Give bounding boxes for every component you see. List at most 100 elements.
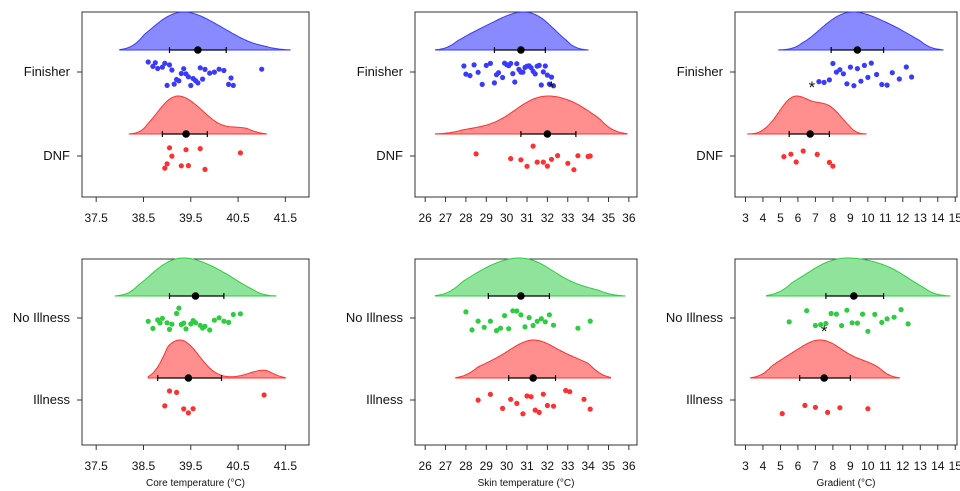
mean-point <box>543 130 552 138</box>
density-cloud <box>147 339 286 379</box>
density-cloud <box>128 95 267 135</box>
data-point <box>481 324 487 330</box>
x-tick-label: 32 <box>541 211 555 225</box>
x-tick-label: 13 <box>914 211 928 225</box>
data-point <box>812 404 819 410</box>
density-cloud <box>434 95 628 135</box>
data-point <box>581 396 587 402</box>
data-point <box>575 325 581 331</box>
data-point <box>538 82 544 88</box>
data-point <box>169 67 175 73</box>
mean-point <box>517 292 525 300</box>
data-point <box>207 327 213 333</box>
data-point <box>891 314 897 320</box>
panel-frame <box>734 11 958 198</box>
data-point <box>510 308 516 314</box>
data-point <box>178 163 184 169</box>
data-point <box>909 74 915 80</box>
mean-point <box>850 292 858 300</box>
data-point <box>837 405 843 411</box>
data-point <box>211 317 217 323</box>
data-point <box>544 163 551 169</box>
data-point <box>567 389 573 395</box>
data-point <box>150 63 156 69</box>
mean-point <box>517 46 525 54</box>
data-point <box>164 161 170 167</box>
panel-frame <box>81 11 310 198</box>
data-point <box>804 308 810 314</box>
x-tick-label: 39.5 <box>179 211 203 225</box>
mean-point <box>820 374 828 382</box>
data-point <box>844 307 850 313</box>
data-point <box>463 71 469 77</box>
data-point <box>818 322 824 328</box>
data-point <box>487 391 493 397</box>
data-point <box>237 311 243 317</box>
data-point <box>514 308 520 314</box>
data-point <box>540 69 546 75</box>
data-point <box>202 66 208 72</box>
data-point <box>534 159 540 165</box>
x-tick-label: 37.5 <box>85 211 109 225</box>
data-point <box>800 148 806 154</box>
data-point <box>825 409 831 415</box>
group-label: Finisher <box>357 64 404 79</box>
data-point <box>518 312 524 318</box>
data-point <box>500 74 506 81</box>
data-point <box>546 81 553 87</box>
density-cloud <box>766 257 951 297</box>
data-point <box>164 320 170 326</box>
data-point <box>192 320 199 326</box>
significance-star: * <box>809 78 816 97</box>
data-point <box>467 73 473 79</box>
x-tick-label: 15 <box>949 211 960 225</box>
x-tick-label: 36 <box>622 211 636 225</box>
data-point <box>844 81 850 87</box>
data-point <box>508 60 514 67</box>
panel-3: 3 4 5 6 7 8 9 10 11 12 13 14 15 Finisher DNF * <box>677 11 960 225</box>
data-point <box>530 322 536 329</box>
data-point <box>510 71 516 77</box>
x-tick-label: 26 <box>419 459 433 473</box>
data-point <box>159 64 165 70</box>
data-point <box>544 72 551 78</box>
data-point <box>865 406 871 412</box>
x-tick-label: 4 <box>760 459 767 473</box>
data-point <box>879 81 885 88</box>
group-label: Illness <box>366 392 403 407</box>
data-point <box>230 82 236 88</box>
x-tick-label: 29 <box>480 211 494 225</box>
data-point <box>840 71 847 77</box>
x-tick-label: 28 <box>459 211 473 225</box>
x-tick-label: 12 <box>896 459 910 473</box>
x-tick-label: 33 <box>561 211 575 225</box>
group-label: Illness <box>686 392 723 407</box>
x-tick-label: 8 <box>830 459 837 473</box>
data-point <box>858 78 864 84</box>
group-label: Illness <box>33 392 70 407</box>
data-point <box>166 62 173 68</box>
data-point <box>211 69 217 75</box>
data-point <box>185 74 191 80</box>
density-cloud <box>750 339 900 379</box>
data-point <box>508 156 514 162</box>
data-point <box>169 153 175 159</box>
mean-point <box>529 374 537 382</box>
data-point <box>174 389 180 395</box>
panel-4: 37.5 38.5 39.5 40.5 41.5 Core temperature (°C… <box>13 257 310 489</box>
x-tick-label: 4 <box>760 211 767 225</box>
mean-point <box>194 46 202 54</box>
data-point <box>221 67 227 74</box>
x-tick-label: 39.5 <box>179 459 203 473</box>
data-point <box>226 81 232 87</box>
data-point <box>514 61 520 67</box>
data-point <box>530 143 536 149</box>
x-tick-label: 37.5 <box>85 459 109 473</box>
data-point <box>502 313 508 319</box>
x-axis-title: Skin temperature (°C) <box>478 478 575 489</box>
data-point <box>195 80 201 86</box>
x-tick-label: 40.5 <box>226 459 250 473</box>
data-point <box>261 392 267 398</box>
data-point <box>786 319 792 325</box>
data-point <box>828 310 834 317</box>
